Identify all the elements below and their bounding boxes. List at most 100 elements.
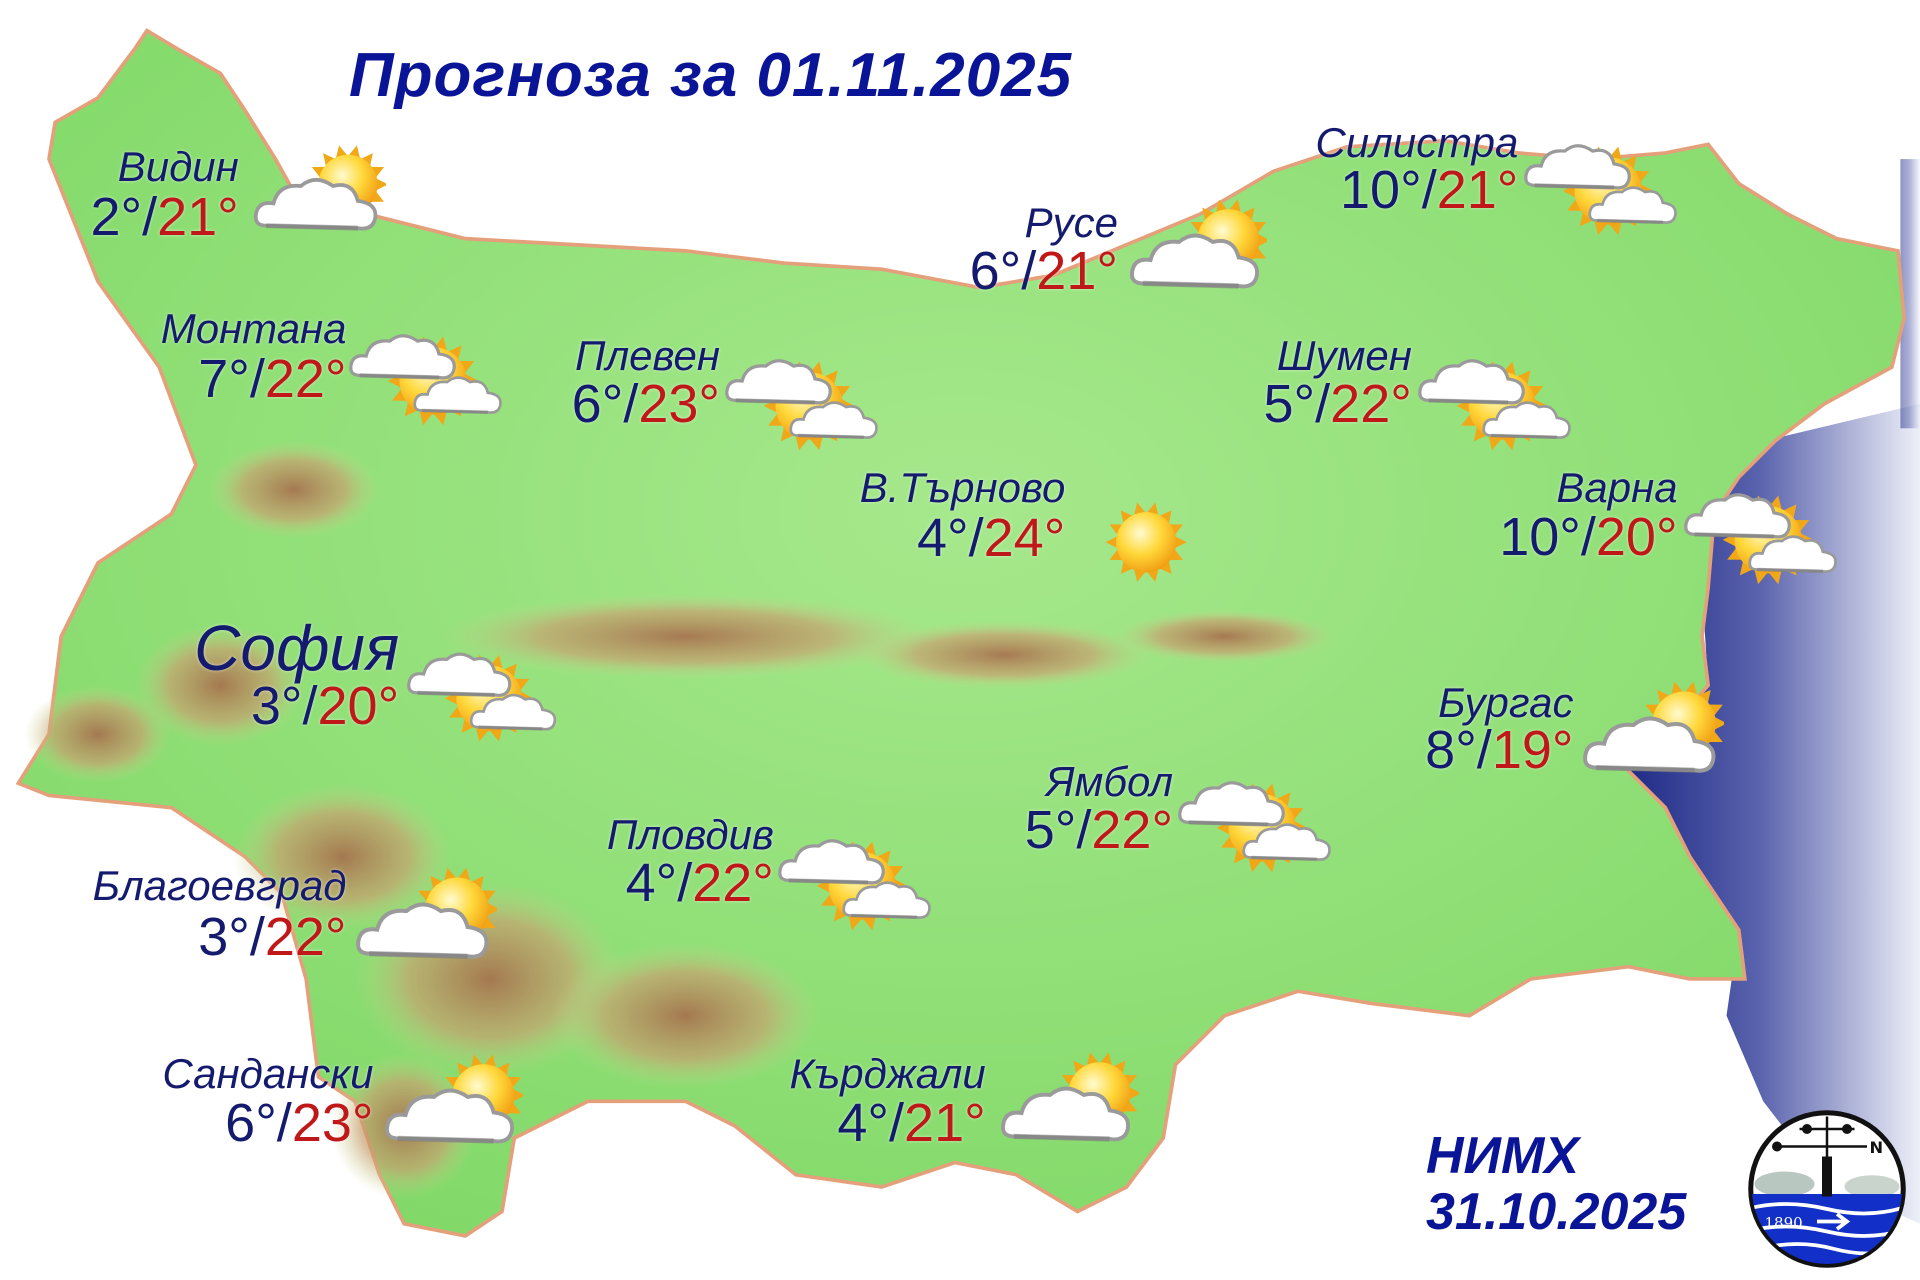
black-sea bbox=[1628, 403, 1920, 1224]
min-temp: 5° bbox=[1024, 800, 1077, 861]
min-temp: 3° bbox=[250, 675, 303, 736]
temperature-range: 8°/19° bbox=[1425, 723, 1573, 777]
sun-between-clouds-icon bbox=[1524, 144, 1678, 236]
cloud-shape bbox=[1748, 535, 1837, 574]
sun-between-clouds-icon bbox=[725, 358, 878, 450]
cloud-shape bbox=[1482, 401, 1571, 439]
city-name: Бургас bbox=[1438, 678, 1574, 726]
max-temp: 22° bbox=[1330, 374, 1412, 435]
min-temp: 7° bbox=[198, 348, 250, 409]
temp-separator: / bbox=[889, 1093, 905, 1154]
temperature-range: 6°/21° bbox=[970, 244, 1118, 298]
city-forecast-yambol: Ямбол 5°/22° bbox=[1025, 759, 1173, 858]
temp-separator: / bbox=[623, 374, 639, 435]
city-name: Сандански bbox=[162, 1049, 374, 1097]
city-forecast-shumen: Шумен 5°/22° bbox=[1263, 332, 1412, 435]
city-forecast-sandanski: Сандански 6°/23° bbox=[162, 1049, 374, 1150]
max-temp: 23° bbox=[638, 374, 720, 435]
city-name: Пловдив bbox=[606, 810, 774, 858]
city-name: Шумен bbox=[1276, 332, 1412, 380]
min-temp: 10° bbox=[1499, 506, 1581, 567]
nimh-logo: 1890 N bbox=[1748, 1110, 1906, 1268]
temperature-range: 5°/22° bbox=[1025, 803, 1173, 857]
max-temp: 21° bbox=[157, 186, 239, 247]
issue-date: 31.10.2025 bbox=[1426, 1183, 1687, 1241]
temperature-range: 10°/21° bbox=[1315, 163, 1518, 217]
min-temp: 4° bbox=[625, 853, 678, 914]
sun-between-clouds-icon bbox=[349, 334, 502, 426]
min-temp: 3° bbox=[198, 906, 250, 967]
partly-cloudy-icon bbox=[1129, 199, 1268, 289]
sunny-icon bbox=[1105, 502, 1187, 583]
temperature-range: 7°/22° bbox=[161, 348, 346, 409]
min-temp: 6° bbox=[571, 374, 624, 435]
partly-cloudy-icon bbox=[1582, 681, 1725, 773]
city-name: Монтана bbox=[160, 305, 347, 353]
cloud-shape bbox=[1582, 716, 1716, 773]
sun-between-clouds-icon bbox=[406, 652, 556, 742]
cloud-shape bbox=[789, 401, 878, 439]
temp-separator: / bbox=[1580, 506, 1596, 567]
min-temp: 8° bbox=[1425, 719, 1477, 780]
max-temp: 21° bbox=[904, 1093, 986, 1154]
page-title: Прогноза за 01.11.2025 bbox=[349, 41, 1073, 110]
city-name: Плевен bbox=[575, 332, 720, 380]
cloud-shape bbox=[1588, 186, 1678, 225]
city-name: Варна bbox=[1556, 464, 1678, 512]
sun-between-clouds-icon bbox=[1683, 493, 1837, 585]
cloud-shape bbox=[1242, 823, 1331, 862]
temperature-range: 4°/22° bbox=[607, 856, 774, 910]
city-forecast-sofia: София 3°/20° bbox=[194, 615, 399, 733]
cloud-shape bbox=[355, 902, 489, 959]
city-forecast-pleven: Плевен 6°/23° bbox=[572, 332, 720, 432]
temp-separator: / bbox=[1315, 374, 1331, 435]
min-temp: 6° bbox=[225, 1093, 277, 1154]
city-forecast-varna: Варна 10°/20° bbox=[1499, 464, 1678, 564]
logo-compass-n: N bbox=[1870, 1138, 1884, 1157]
cloud-shape bbox=[1178, 781, 1285, 827]
temperature-range: 3°/22° bbox=[93, 906, 347, 967]
issuer-block: НИМХ 31.10.2025 bbox=[1426, 1128, 1686, 1240]
cloud-shape bbox=[349, 334, 456, 380]
cloud-shape bbox=[413, 376, 502, 415]
cloud-shape bbox=[1001, 1086, 1130, 1142]
max-temp: 19° bbox=[1491, 719, 1574, 780]
city-forecast-burgas: Бургас 8°/19° bbox=[1425, 678, 1574, 777]
cloud-shape bbox=[841, 881, 931, 919]
temp-separator: / bbox=[1021, 240, 1037, 301]
cloud-shape bbox=[1418, 358, 1525, 405]
city-forecast-vidin: Видин 2°/21° bbox=[90, 144, 238, 244]
max-temp: 20° bbox=[317, 675, 400, 736]
sun-between-clouds-icon bbox=[777, 838, 931, 930]
temp-separator: / bbox=[677, 853, 693, 914]
temperature-range: 10°/20° bbox=[1499, 510, 1677, 564]
max-temp: 23° bbox=[291, 1093, 374, 1154]
max-temp: 21° bbox=[1436, 159, 1519, 220]
city-forecast-montana: Монтана 7°/22° bbox=[160, 305, 347, 409]
temperature-range: 4°/24° bbox=[860, 511, 1065, 565]
temperature-range: 3°/20° bbox=[194, 679, 399, 733]
city-forecast-tarnovo: В.Търново 4°/24° bbox=[860, 465, 1066, 565]
temperature-range: 2°/21° bbox=[90, 190, 238, 244]
city-forecast-silistra: Силистра 10°/21° bbox=[1315, 120, 1518, 217]
temperature-range: 6°/23° bbox=[162, 1096, 373, 1150]
min-temp: 5° bbox=[1263, 374, 1316, 435]
sun-between-clouds-icon bbox=[1418, 358, 1571, 450]
city-name: Русе bbox=[1024, 198, 1118, 246]
max-temp: 22° bbox=[264, 906, 347, 967]
cloud-shape bbox=[1524, 144, 1632, 191]
cloud-shape bbox=[406, 652, 511, 697]
cloud-shape bbox=[725, 358, 832, 405]
temp-separator: / bbox=[302, 675, 318, 736]
temperature-range: 6°/23° bbox=[572, 377, 720, 431]
temp-separator: / bbox=[1421, 159, 1437, 220]
cloud-shape bbox=[777, 838, 885, 885]
max-temp: 20° bbox=[1595, 506, 1678, 567]
partly-cloudy-icon bbox=[253, 145, 386, 232]
temp-separator: / bbox=[249, 906, 265, 967]
temp-separator: / bbox=[142, 186, 158, 247]
min-temp: 10° bbox=[1340, 159, 1422, 220]
max-temp: 22° bbox=[692, 853, 774, 914]
city-forecast-kardzhali: Кърджали 4°/21° bbox=[789, 1050, 986, 1154]
